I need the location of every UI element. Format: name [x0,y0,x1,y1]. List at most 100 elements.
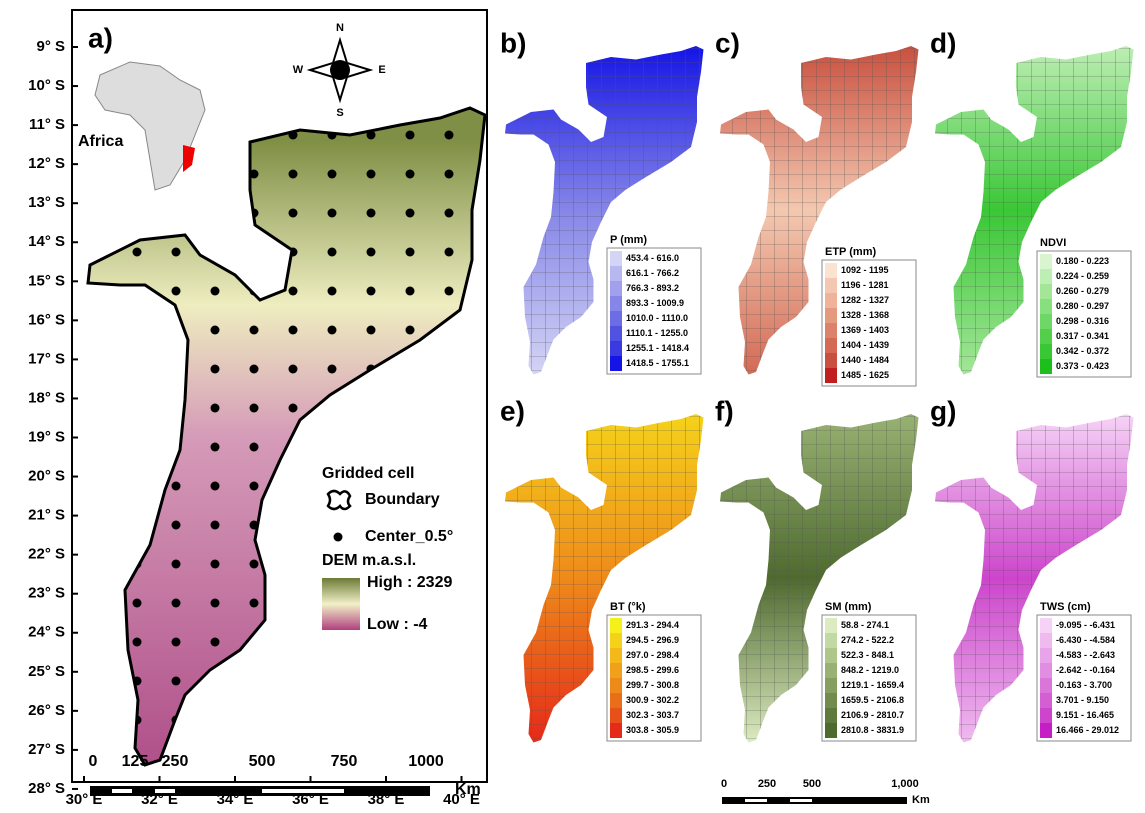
scale-unit: Km [912,794,930,806]
legend-label: 0.260 - 0.279 [1056,286,1109,296]
legend-swatch [610,723,622,738]
legend-label: 303.8 - 305.9 [626,725,679,735]
scale-tick: 750 [331,753,358,770]
legend-label: -0.163 - 3.700 [1056,680,1112,690]
legend-label: 291.3 - 294.4 [626,620,679,630]
legend-label: 0.342 - 0.372 [1056,346,1109,356]
scale-tick: 1000 [408,753,444,770]
legend-label: -9.095 - -6.431 [1056,620,1115,630]
lat-label: 16° S [28,311,65,328]
legend-swatch [825,678,837,693]
legend-label: 1092 - 1195 [841,265,889,275]
scale-tick: 250 [758,778,776,790]
lat-label: 26° S [28,702,65,719]
panel-label: f) [715,395,734,426]
legend-label: 274.2 - 522.2 [841,635,894,645]
legend-swatch [610,663,622,678]
legend-label: 616.1 - 766.2 [626,268,679,278]
compass-e: E [378,64,385,76]
legend-swatch [610,678,622,693]
legend-title: TWS (cm) [1040,601,1091,613]
legend-swatch [825,723,837,738]
legend-label: 453.4 - 616.0 [626,253,679,263]
legend-swatch [825,338,837,353]
legend-swatch [610,311,622,326]
legend-label: 294.5 - 296.9 [626,635,679,645]
legend-swatch [825,693,837,708]
dem-high: High : 2329 [367,574,452,591]
legend-swatch [825,648,837,663]
legend-label: 2810.8 - 3831.9 [841,725,904,735]
scale-tick: 250 [162,753,189,770]
legend-swatch [1040,284,1052,299]
scale-tick: 500 [249,753,276,770]
lon-label: 40° E [443,791,480,808]
lat-label: 9° S [36,38,65,55]
legend-swatch [825,368,837,383]
legend-swatch [1040,299,1052,314]
lon-label: 32° E [141,791,178,808]
legend-swatch [610,251,622,266]
legend-swatch [1040,663,1052,678]
legend-swatch [825,308,837,323]
lat-label: 17° S [28,350,65,367]
legend-swatch [825,663,837,678]
legend-label: 1255.1 - 1418.4 [626,343,689,353]
scale-tick: 1,000 [891,778,919,790]
legend-swatch [825,278,837,293]
panel-label: b) [500,27,526,58]
legend-label: 893.3 - 1009.9 [626,298,684,308]
lat-label: 28° S [28,780,65,797]
legend-center: Center_0.5° [365,528,453,545]
legend-label: 1369 - 1403 [841,325,889,335]
lat-label: 12° S [28,155,65,172]
center-icon [334,533,343,542]
legend-label: 1485 - 1625 [841,370,889,380]
legend-label: 2106.9 - 2810.7 [841,710,904,720]
legend-label: 766.3 - 893.2 [626,283,679,293]
compass-s: S [336,107,343,119]
compass-n: N [336,22,344,34]
dem-ramp [322,578,360,630]
legend-swatch [1040,254,1052,269]
lat-label: 11° S [29,116,65,133]
lat-label: 23° S [28,585,65,602]
legend-swatch [825,708,837,723]
legend-label: 0.298 - 0.316 [1056,316,1109,326]
legend-swatch [1040,344,1052,359]
legend-swatch [610,633,622,648]
legend-label: -2.642 - -0.164 [1056,665,1115,675]
lat-label: 19° S [28,428,65,445]
legend-label: 1110.1 - 1255.0 [626,328,688,338]
lon-label: 34° E [217,791,254,808]
lat-label: 18° S [28,389,65,406]
legend-label: 297.0 - 298.4 [626,650,679,660]
lat-label: 21° S [28,507,65,524]
legend-swatch [1040,269,1052,284]
panel-label: a) [88,22,113,53]
legend-label: 522.3 - 848.1 [841,650,894,660]
legend-swatch [610,693,622,708]
legend-title: SM (mm) [825,601,872,613]
legend-label: 299.7 - 300.8 [626,680,679,690]
legend-label: 9.151 - 16.465 [1056,710,1114,720]
legend-swatch [1040,618,1052,633]
legend-title: BT (°k) [610,601,646,613]
panel-label: g) [930,395,956,426]
legend-label: 1659.5 - 2106.8 [841,695,904,705]
lon-label: 36° E [292,791,329,808]
scale-tick: 125 [122,753,149,770]
legend-swatch [825,263,837,278]
legend-swatch [825,293,837,308]
legend-label: 848.2 - 1219.0 [841,665,899,675]
lat-label: 14° S [28,233,65,250]
panel-label: c) [715,27,740,58]
panel-label: d) [930,27,956,58]
legend-label: 3.701 - 9.150 [1056,695,1109,705]
legend-swatch [610,266,622,281]
legend-swatch [610,618,622,633]
legend-label: -6.430 - -4.584 [1056,635,1115,645]
inset-label: Africa [78,133,123,150]
scale-tick: 500 [803,778,821,790]
legend-label: 298.5 - 299.6 [626,665,679,675]
